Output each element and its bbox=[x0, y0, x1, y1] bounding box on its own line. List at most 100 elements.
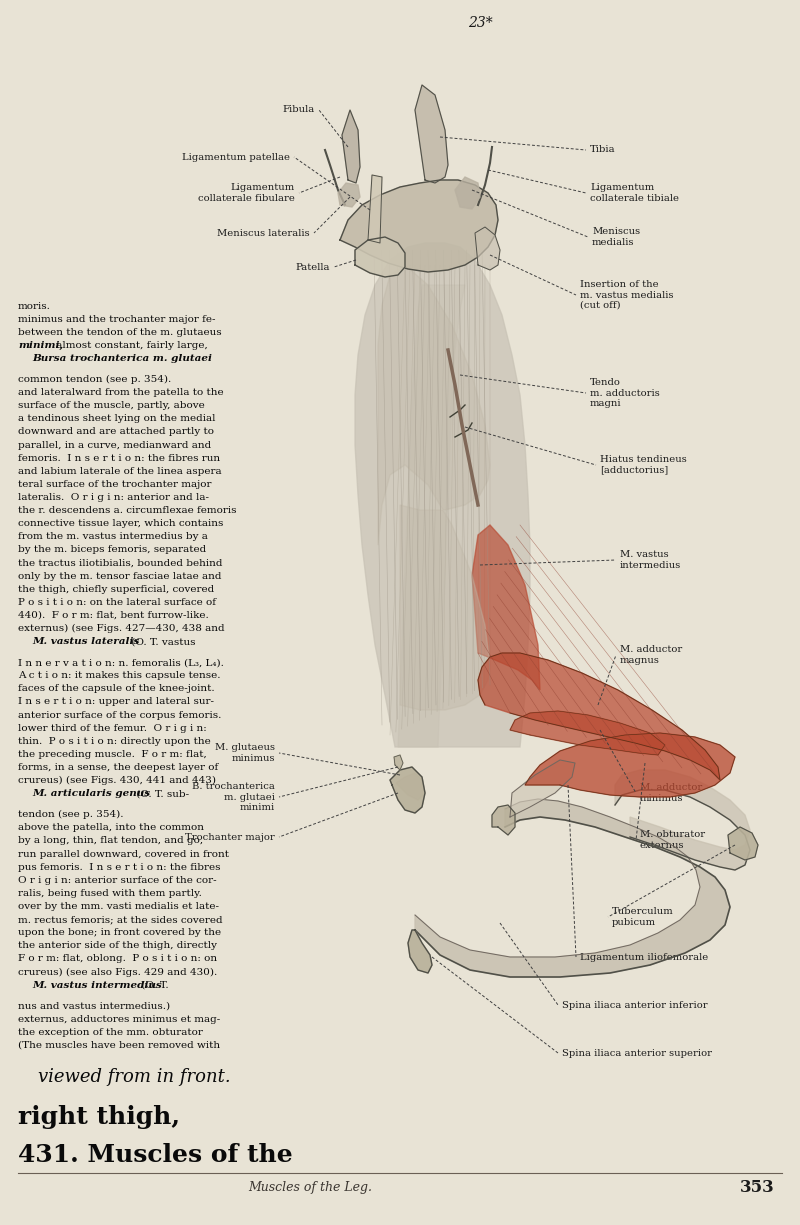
Text: parallel, in a curve, medianward and: parallel, in a curve, medianward and bbox=[18, 441, 211, 450]
Text: minimi,: minimi, bbox=[18, 341, 63, 350]
Text: by a long, thin, flat tendon, and go,: by a long, thin, flat tendon, and go, bbox=[18, 837, 203, 845]
Text: 431. Muscles of the: 431. Muscles of the bbox=[18, 1143, 293, 1167]
Text: O r i g i n: anterior surface of the cor-: O r i g i n: anterior surface of the cor… bbox=[18, 876, 217, 884]
Polygon shape bbox=[394, 755, 403, 771]
Text: crureus) (see Figs. 430, 441 and 443): crureus) (see Figs. 430, 441 and 443) bbox=[18, 777, 216, 785]
Text: Meniscus lateralis: Meniscus lateralis bbox=[218, 229, 310, 238]
Text: Ligamentum
collaterale tibiale: Ligamentum collaterale tibiale bbox=[590, 184, 679, 202]
Text: minimus and the trochanter major fe-: minimus and the trochanter major fe- bbox=[18, 315, 215, 323]
Text: externus, adductores minimus et mag-: externus, adductores minimus et mag- bbox=[18, 1014, 220, 1024]
Text: over by the mm. vasti medialis et late-: over by the mm. vasti medialis et late- bbox=[18, 902, 219, 911]
Text: almost constant, fairly large,: almost constant, fairly large, bbox=[54, 341, 208, 350]
Text: M. vastus
intermedius: M. vastus intermedius bbox=[620, 550, 682, 570]
Text: M. glutaeus
minimus: M. glutaeus minimus bbox=[215, 744, 275, 763]
Text: common tendon (see p. 354).: common tendon (see p. 354). bbox=[18, 375, 171, 385]
Text: P o s i t i o n: on the lateral surface of: P o s i t i o n: on the lateral surface … bbox=[18, 598, 216, 606]
Text: Trochanter major: Trochanter major bbox=[186, 833, 275, 842]
Text: I n n e r v a t i o n: n. femoralis (L₃, L₄).: I n n e r v a t i o n: n. femoralis (L₃,… bbox=[18, 658, 224, 668]
Text: upon the bone; in front covered by the: upon the bone; in front covered by the bbox=[18, 929, 221, 937]
Text: crureus) (see also Figs. 429 and 430).: crureus) (see also Figs. 429 and 430). bbox=[18, 968, 218, 976]
Polygon shape bbox=[492, 805, 515, 835]
Text: the tractus iliotibialis, bounded behind: the tractus iliotibialis, bounded behind bbox=[18, 559, 222, 567]
Text: Hiatus tendineus
[adductorius]: Hiatus tendineus [adductorius] bbox=[600, 456, 686, 475]
Text: 23*: 23* bbox=[468, 16, 492, 29]
Text: B. trochanterica
m. glutaei
minimi: B. trochanterica m. glutaei minimi bbox=[192, 782, 275, 812]
Text: M. adductor
magnus: M. adductor magnus bbox=[620, 646, 682, 665]
Text: Ligamentum patellae: Ligamentum patellae bbox=[182, 152, 290, 162]
Text: above the patella, into the common: above the patella, into the common bbox=[18, 823, 204, 833]
Text: Insertion of the
m. vastus medialis
(cut off): Insertion of the m. vastus medialis (cut… bbox=[580, 281, 674, 310]
Text: Patella: Patella bbox=[295, 262, 330, 272]
Polygon shape bbox=[342, 110, 360, 183]
Text: only by the m. tensor fasciae latae and: only by the m. tensor fasciae latae and bbox=[18, 572, 222, 581]
Polygon shape bbox=[478, 653, 720, 780]
Polygon shape bbox=[510, 760, 575, 817]
Text: Tendo
m. adductoris
magni: Tendo m. adductoris magni bbox=[590, 379, 660, 408]
Polygon shape bbox=[398, 285, 465, 747]
Text: Tuberculum
pubicum: Tuberculum pubicum bbox=[612, 908, 674, 926]
Text: M. obturator
externus: M. obturator externus bbox=[640, 831, 705, 850]
Text: femoris.  I n s e r t i o n: the fibres run: femoris. I n s e r t i o n: the fibres r… bbox=[18, 453, 220, 463]
Text: the r. descendens a. circumflexae femoris: the r. descendens a. circumflexae femori… bbox=[18, 506, 237, 514]
Text: pus femoris.  I n s e r t i o n: the fibres: pus femoris. I n s e r t i o n: the fibr… bbox=[18, 862, 221, 872]
Text: anterior surface of the corpus femoris.: anterior surface of the corpus femoris. bbox=[18, 710, 222, 719]
Text: between the tendon of the m. glutaeus: between the tendon of the m. glutaeus bbox=[18, 328, 222, 337]
Text: (O. T.: (O. T. bbox=[138, 980, 169, 990]
Polygon shape bbox=[355, 236, 405, 277]
Text: the preceding muscle.  F o r m: flat,: the preceding muscle. F o r m: flat, bbox=[18, 750, 206, 759]
Text: lateralis.  O r i g i n: anterior and la-: lateralis. O r i g i n: anterior and la- bbox=[18, 492, 209, 502]
Polygon shape bbox=[472, 526, 540, 690]
Text: 440).  F o r m: flat, bent furrow-like.: 440). F o r m: flat, bent furrow-like. bbox=[18, 611, 209, 620]
Text: a tendinous sheet lying on the medial: a tendinous sheet lying on the medial bbox=[18, 414, 215, 424]
Text: thin.  P o s i t i o n: directly upon the: thin. P o s i t i o n: directly upon the bbox=[18, 736, 210, 746]
Polygon shape bbox=[355, 243, 530, 747]
Text: Bursa trochanterica m. glutaei: Bursa trochanterica m. glutaei bbox=[32, 354, 212, 363]
Text: nus and vastus intermedius.): nus and vastus intermedius.) bbox=[18, 1002, 170, 1011]
Text: M. vastus intermedius: M. vastus intermedius bbox=[32, 980, 162, 990]
Text: Tibia: Tibia bbox=[590, 146, 616, 154]
Polygon shape bbox=[368, 175, 382, 243]
Text: F o r m: flat, oblong.  P o s i t i o n: on: F o r m: flat, oblong. P o s i t i o n: … bbox=[18, 954, 217, 963]
Polygon shape bbox=[338, 183, 360, 207]
Text: Meniscus
medialis: Meniscus medialis bbox=[592, 228, 640, 246]
Text: downward and are attached partly to: downward and are attached partly to bbox=[18, 428, 214, 436]
Text: Ligamentum
collaterale fibulare: Ligamentum collaterale fibulare bbox=[198, 184, 295, 202]
Text: the exception of the mm. obturator: the exception of the mm. obturator bbox=[18, 1028, 203, 1036]
Text: connective tissue layer, which contains: connective tissue layer, which contains bbox=[18, 519, 223, 528]
Text: A c t i o n: it makes this capsule tense.: A c t i o n: it makes this capsule tense… bbox=[18, 671, 221, 680]
Text: tendon (see p. 354).: tendon (see p. 354). bbox=[18, 810, 123, 820]
Text: faces of the capsule of the knee-joint.: faces of the capsule of the knee-joint. bbox=[18, 685, 214, 693]
Text: viewed from in front.: viewed from in front. bbox=[38, 1068, 230, 1087]
Text: m. rectus femoris; at the sides covered: m. rectus femoris; at the sides covered bbox=[18, 915, 222, 924]
Text: Spina iliaca anterior superior: Spina iliaca anterior superior bbox=[562, 1049, 712, 1057]
Text: teral surface of the trochanter major: teral surface of the trochanter major bbox=[18, 480, 211, 489]
Text: surface of the muscle, partly, above: surface of the muscle, partly, above bbox=[18, 402, 205, 410]
Text: forms, in a sense, the deepest layer of: forms, in a sense, the deepest layer of bbox=[18, 763, 218, 772]
Polygon shape bbox=[340, 180, 498, 272]
Polygon shape bbox=[390, 767, 425, 813]
Text: M. articularis genus: M. articularis genus bbox=[32, 789, 150, 799]
Text: by the m. biceps femoris, separated: by the m. biceps femoris, separated bbox=[18, 545, 206, 555]
Text: M. adductor
minimus: M. adductor minimus bbox=[640, 783, 702, 802]
Text: I n s e r t i o n: upper and lateral sur-: I n s e r t i o n: upper and lateral sur… bbox=[18, 697, 214, 707]
Text: Spina iliaca anterior inferior: Spina iliaca anterior inferior bbox=[562, 1001, 708, 1009]
Text: ralis, being fused with them partly.: ralis, being fused with them partly. bbox=[18, 889, 202, 898]
Text: (O. T. vastus: (O. T. vastus bbox=[128, 637, 195, 646]
Text: 353: 353 bbox=[740, 1178, 775, 1196]
Text: Fibula: Fibula bbox=[282, 105, 315, 114]
Text: M. vastus lateralis: M. vastus lateralis bbox=[32, 637, 139, 646]
Polygon shape bbox=[728, 827, 758, 860]
Polygon shape bbox=[475, 227, 500, 270]
Polygon shape bbox=[510, 710, 665, 755]
Polygon shape bbox=[525, 733, 735, 797]
Polygon shape bbox=[415, 799, 730, 978]
Text: and labium laterale of the linea aspera: and labium laterale of the linea aspera bbox=[18, 467, 222, 475]
Polygon shape bbox=[396, 773, 425, 800]
Text: and lateralward from the patella to the: and lateralward from the patella to the bbox=[18, 388, 224, 397]
Polygon shape bbox=[615, 771, 750, 870]
Text: lower third of the femur.  O r i g i n:: lower third of the femur. O r i g i n: bbox=[18, 724, 206, 733]
Text: run parallel downward, covered in front: run parallel downward, covered in front bbox=[18, 850, 229, 859]
Text: the anterior side of the thigh, directly: the anterior side of the thigh, directly bbox=[18, 941, 217, 951]
Text: (The muscles have been removed with: (The muscles have been removed with bbox=[18, 1041, 220, 1050]
Polygon shape bbox=[408, 930, 432, 973]
